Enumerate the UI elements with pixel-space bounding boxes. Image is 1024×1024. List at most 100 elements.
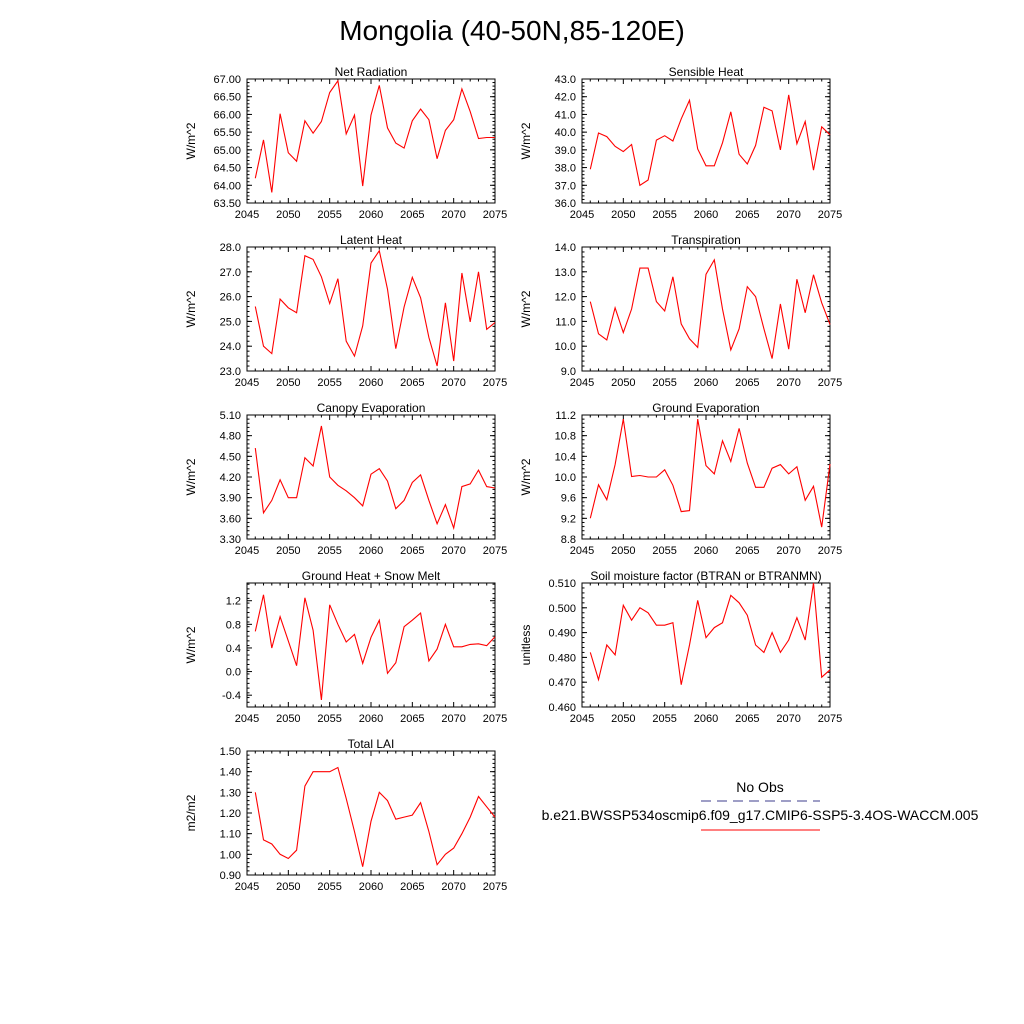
data-point [713,165,715,167]
data-point [688,99,690,101]
y-tick-label: 10.0 [555,472,576,484]
panels-group: Net Radiation 2045 2050 2055 2060 2065 2070 207… [184,65,842,893]
y-tick-label: 40.0 [555,127,576,139]
data-point [337,278,339,280]
data-point [655,300,657,302]
data-point [589,651,591,653]
data-point [630,308,632,310]
x-tick-label: 2065 [400,881,424,893]
data-point [378,791,380,793]
data-point [614,145,616,147]
legend: No Obs b.e21.BWSSP534oscmip6.f09_g17.CMI… [542,779,979,831]
plot-frame [246,78,496,204]
plot-frame [581,78,831,204]
x-tick-label: 2065 [400,713,424,725]
x-tick-label: 2050 [276,545,300,557]
data-point [279,853,281,855]
data-point [664,469,666,471]
data-point [320,276,322,278]
data-point [453,847,455,849]
data-point [386,288,388,290]
data-point [254,447,256,449]
data-point [320,425,322,427]
data-point [606,339,608,341]
data-point [477,137,479,139]
data-point [614,307,616,309]
data-point [411,276,413,278]
data-point [295,160,297,162]
series-line [589,582,831,685]
x-tick-label: 2070 [441,209,465,221]
data-point [477,271,479,273]
x-tick-label: 2055 [652,545,676,557]
data-point [486,136,488,138]
data-point [614,654,616,656]
data-point [362,325,364,327]
data-point [403,626,405,628]
data-point [403,147,405,149]
data-point [345,490,347,492]
chart-panel-6: Ground Evaporation 2045 2050 2055 2060 2065 20… [519,401,842,557]
data-point [345,340,347,342]
data-point [746,286,748,288]
y-tick-label: 9.6 [561,493,576,505]
data-point [796,617,798,619]
data-point [779,651,781,653]
y-tick-label: 0.480 [548,652,576,664]
data-point [804,639,806,641]
data-point [494,816,496,818]
data-point [672,140,674,142]
x-tick-label: 2065 [735,377,759,389]
data-point [713,626,715,628]
x-tick-label: 2050 [276,377,300,389]
data-point [469,643,471,645]
y-axis-label: W/m^2 [184,458,198,495]
data-point [395,348,397,350]
series-line [254,766,496,867]
data-point [754,644,756,646]
y-tick-label: 23.0 [220,366,241,378]
y-axis-label: m2/m2 [184,794,198,831]
data-point [796,466,798,468]
data-point [477,469,479,471]
data-point [370,473,372,475]
y-tick-label: 42.0 [555,92,576,104]
x-tick-label: 2055 [317,209,341,221]
data-point [494,487,496,489]
y-tick-label: 37.0 [555,180,576,192]
data-point [386,672,388,674]
x-tick-label: 2060 [694,713,718,725]
y-tick-label: 9.0 [561,366,576,378]
y-tick-label: 0.0 [226,667,241,679]
series-line [254,594,496,700]
data-point [329,771,331,773]
x-tick-label: 2050 [611,209,635,221]
data-point [436,864,438,866]
data-point [469,816,471,818]
data-point [606,499,608,501]
data-point [436,158,438,160]
x-tick-label: 2055 [652,209,676,221]
data-point [812,582,814,584]
x-tick-label: 2045 [570,713,594,725]
data-point [444,503,446,505]
y-tick-label: 0.500 [548,603,576,615]
x-tick-label: 2060 [694,209,718,221]
data-point [771,467,773,469]
chart-panel-9: Total LAI 2045 2050 2055 2060 2065 2070 2075 0.9… [184,737,507,893]
data-point [804,499,806,501]
y-axis-label: W/m^2 [519,458,533,495]
x-tick-label: 2075 [818,545,842,557]
data-point [262,512,264,514]
data-point [304,120,306,122]
x-tick-label: 2060 [359,377,383,389]
x-tick-label: 2070 [441,377,465,389]
data-point [271,352,273,354]
y-tick-label: 38.0 [555,163,576,175]
series-line [254,79,495,193]
y-axis-label: unitless [519,625,533,666]
data-point [494,636,496,638]
y-tick-label: 13.0 [555,267,576,279]
y-tick-label: 65.50 [213,127,241,139]
x-tick-label: 2065 [400,209,424,221]
